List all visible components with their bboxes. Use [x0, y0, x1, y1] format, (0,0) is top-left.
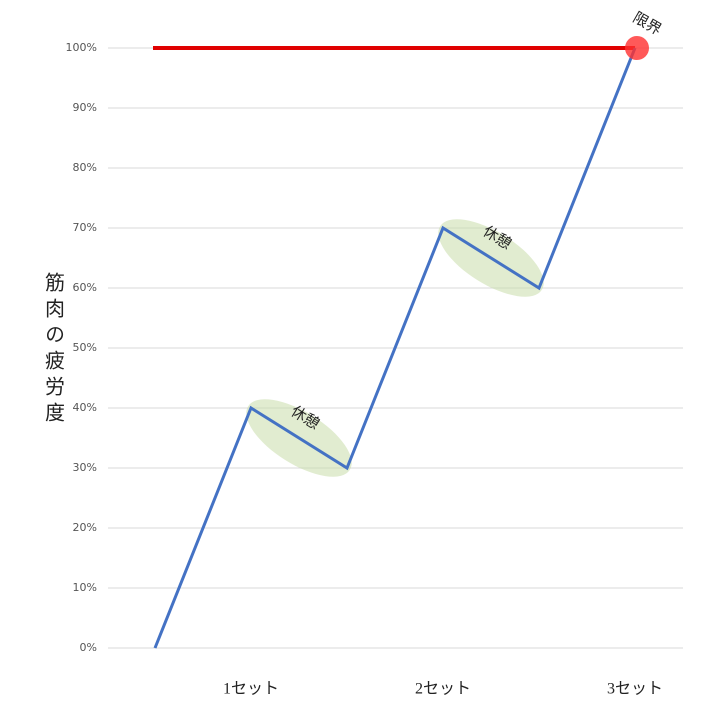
x-tick-label: 2セット	[415, 681, 471, 698]
y-tick-label: 40%	[73, 401, 97, 414]
y-tick-label: 10%	[73, 581, 97, 594]
y-tick-label: 20%	[73, 521, 97, 534]
y-tick-label: 50%	[73, 341, 97, 354]
y-tick-label: 100%	[66, 41, 97, 54]
y-tick-label: 70%	[73, 221, 97, 234]
y-tick-label: 80%	[73, 161, 97, 174]
y-tick-label: 90%	[73, 101, 97, 114]
y-axis-title: 筋肉の疲労度	[42, 272, 66, 428]
data-line	[153, 47, 637, 649]
x-tick-label: 1セット	[223, 681, 279, 698]
y-tick-label: 60%	[73, 281, 97, 294]
limit-marker	[625, 36, 649, 60]
y-tick-label: 30%	[73, 461, 97, 474]
y-tick-label: 0%	[80, 641, 97, 654]
limit-label: 限界	[630, 8, 665, 39]
x-tick-label: 3セット	[607, 681, 663, 698]
